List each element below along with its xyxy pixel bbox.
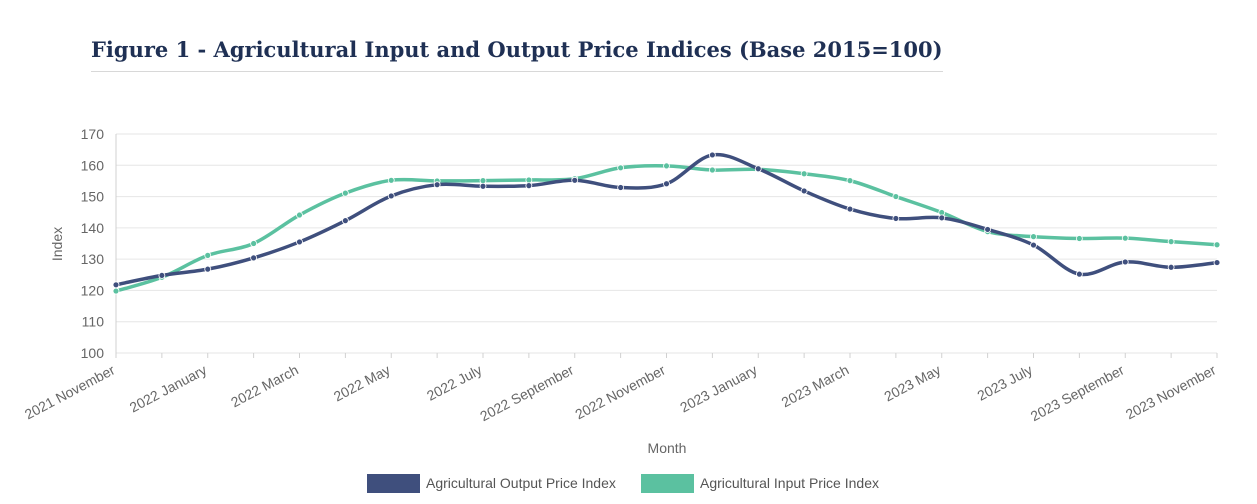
data-point[interactable] — [938, 214, 946, 222]
data-point[interactable] — [1121, 234, 1129, 242]
data-point[interactable] — [250, 240, 258, 247]
legend-item[interactable]: Agricultural Input Price Index — [641, 474, 879, 493]
data-point[interactable] — [1167, 263, 1175, 271]
data-point[interactable] — [296, 211, 303, 219]
data-point[interactable] — [112, 281, 120, 289]
data-point[interactable] — [800, 170, 808, 178]
data-point[interactable] — [846, 205, 854, 213]
x-tick-label: 2023 November — [1123, 361, 1219, 422]
data-point[interactable] — [892, 193, 900, 200]
y-axis-ticks: 100 110 120 130 140 150 160 170 — [81, 126, 105, 361]
series-line — [114, 152, 1219, 287]
data-point[interactable] — [663, 180, 670, 188]
legend-label: Agricultural Output Price Index — [426, 475, 616, 491]
data-point[interactable] — [296, 238, 303, 246]
legend-swatch — [367, 474, 420, 493]
data-point[interactable] — [341, 217, 349, 225]
data-point[interactable] — [846, 177, 854, 185]
data-point[interactable] — [250, 254, 258, 262]
x-tick-label: 2022 March — [228, 362, 301, 411]
x-axis-ticks: 2021 November 2022 January 2022 March 2022 … — [22, 353, 1219, 424]
data-point[interactable] — [1167, 238, 1175, 246]
x-tick-label: 2022 July — [424, 362, 484, 404]
data-point[interactable] — [158, 272, 166, 279]
x-tick-label: 2023 January — [677, 362, 759, 416]
data-point[interactable] — [1030, 241, 1037, 249]
data-point[interactable] — [341, 189, 349, 197]
y-tick-label: 140 — [81, 220, 105, 236]
data-point[interactable] — [617, 164, 625, 172]
data-point[interactable] — [708, 151, 716, 159]
data-point[interactable] — [571, 176, 579, 184]
data-point[interactable] — [1213, 259, 1221, 266]
data-point[interactable] — [479, 182, 487, 190]
y-tick-label: 130 — [81, 251, 105, 267]
data-point[interactable] — [1121, 258, 1129, 266]
data-point[interactable] — [1075, 270, 1083, 278]
y-tick-label: 120 — [81, 282, 105, 298]
data-point[interactable] — [984, 226, 992, 233]
data-point[interactable] — [387, 192, 395, 200]
series-output — [112, 151, 1221, 289]
legend[interactable]: Agricultural Output Price Index Agricultu… — [367, 474, 879, 493]
x-tick-label: 2022 January — [127, 362, 209, 416]
page-title: Figure 1 - Agricultural Input and Output… — [91, 37, 943, 72]
x-tick-label: 2021 November — [22, 361, 118, 422]
data-point[interactable] — [387, 176, 395, 184]
data-point[interactable] — [1213, 241, 1221, 249]
series-input — [112, 162, 1221, 295]
data-point[interactable] — [663, 162, 670, 170]
y-axis-title: Index — [49, 227, 65, 261]
y-tick-label: 100 — [81, 345, 105, 361]
legend-label: Agricultural Input Price Index — [700, 475, 879, 491]
data-point[interactable] — [617, 184, 625, 191]
x-axis-title: Month — [648, 440, 687, 456]
y-tick-label: 150 — [81, 189, 105, 205]
data-point[interactable] — [204, 265, 212, 273]
y-tick-label: 160 — [81, 157, 105, 173]
data-point[interactable] — [708, 166, 716, 174]
y-tick-label: 110 — [82, 314, 105, 330]
series-lines — [112, 151, 1221, 295]
data-point[interactable] — [1075, 235, 1083, 242]
x-tick-label: 2022 May — [331, 362, 393, 405]
data-point[interactable] — [112, 287, 120, 295]
x-tick-label: 2023 May — [881, 362, 943, 405]
data-point[interactable] — [1030, 233, 1037, 241]
data-point[interactable] — [892, 215, 900, 222]
data-point[interactable] — [479, 177, 487, 185]
data-point[interactable] — [754, 165, 762, 173]
x-tick-label: 2023 March — [779, 362, 852, 411]
x-tick-label: 2023 July — [974, 362, 1034, 404]
x-tick-label: 2023 September — [1028, 361, 1127, 424]
legend-swatch — [641, 474, 694, 493]
x-tick-label: 2022 November — [572, 361, 668, 422]
data-point[interactable] — [525, 182, 533, 190]
y-tick-label: 170 — [81, 126, 105, 142]
data-point[interactable] — [204, 251, 212, 259]
legend-item[interactable]: Agricultural Output Price Index — [367, 474, 616, 493]
data-point[interactable] — [800, 187, 808, 195]
data-point[interactable] — [525, 176, 533, 184]
x-tick-label: 2022 September — [477, 361, 576, 424]
data-point[interactable] — [433, 181, 441, 189]
